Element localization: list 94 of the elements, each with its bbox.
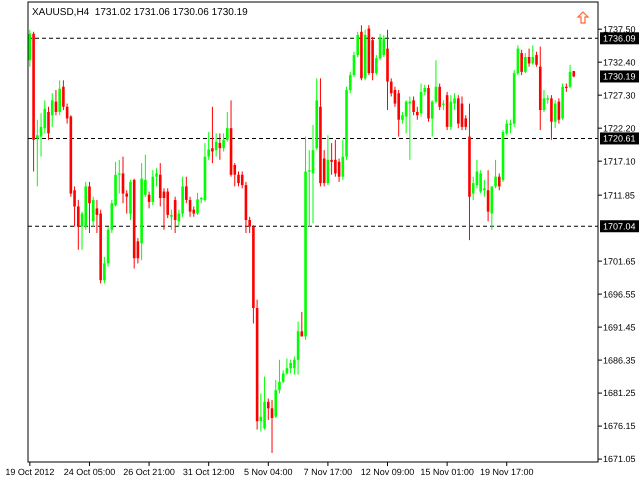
candlestick <box>293 356 296 376</box>
candlestick <box>486 170 490 222</box>
x-tick-label: 26 Oct 21:00 <box>123 467 175 477</box>
candlestick <box>58 80 61 116</box>
candlestick <box>47 106 50 140</box>
candlestick <box>270 399 274 454</box>
candlestick <box>528 48 530 68</box>
candlestick <box>286 358 288 376</box>
ref-line-label: 1720.61 <box>603 134 636 144</box>
x-tick-label: 24 Oct 05:00 <box>64 467 116 477</box>
x-tick-label: 5 Nov 04:00 <box>244 467 293 477</box>
x-tick-label: 19 Oct 2012 <box>5 467 54 477</box>
candlestick <box>442 100 445 111</box>
candlestick <box>558 98 560 124</box>
x-tick-label: 15 Nov 01:00 <box>420 467 474 477</box>
candlestick <box>498 172 501 191</box>
x-tick-label: 31 Oct 12:00 <box>182 467 234 477</box>
candlestick <box>214 132 218 158</box>
candlestick <box>408 96 412 160</box>
candlestick <box>92 196 94 227</box>
candlestick <box>218 132 222 160</box>
y-tick-label: 1722.20 <box>603 123 636 134</box>
y-tick-label: 1727.30 <box>603 90 636 100</box>
candlestick <box>420 83 422 118</box>
text: 1730.19 <box>603 72 636 82</box>
ref-line-label: 1707.04 <box>603 221 636 232</box>
candlestick <box>185 176 188 204</box>
y-tick-label: 1696.55 <box>603 289 636 300</box>
candlestick <box>532 44 534 66</box>
candlestick <box>240 171 244 189</box>
candlestick <box>222 132 225 152</box>
text: XAUUSD,H4 1731.02 1731.06 1730.06 1730.19 <box>32 7 248 18</box>
candlestick <box>260 392 262 432</box>
ref-line-label: 1736.09 <box>603 33 636 44</box>
candlestick <box>520 49 523 76</box>
candlestick <box>568 64 572 89</box>
candlestick <box>378 33 382 61</box>
candlestick <box>312 124 314 224</box>
candlestick <box>308 150 311 227</box>
candlestick <box>330 142 333 176</box>
candlestick <box>430 100 434 138</box>
candlestick <box>248 216 251 234</box>
y-tick-label: 1711.85 <box>603 190 635 200</box>
candlestick <box>494 159 497 189</box>
candlestick <box>524 52 527 74</box>
candlestick <box>148 191 150 209</box>
candlestick <box>266 398 270 420</box>
candlestick <box>158 162 162 207</box>
candlestick <box>174 196 176 234</box>
candlestick <box>554 100 556 129</box>
candlestick <box>535 51 538 68</box>
candlestick <box>43 100 46 134</box>
y-tick-label: 1676.15 <box>603 421 636 432</box>
y-tick-label: 1681.25 <box>603 388 636 398</box>
candlestick <box>375 54 378 76</box>
candlestick <box>196 192 199 216</box>
candlestick <box>326 134 330 186</box>
candlestick <box>289 359 292 374</box>
candlestick <box>479 170 482 194</box>
candlestick <box>278 359 281 394</box>
candlestick <box>178 209 180 227</box>
candlestick <box>438 83 441 111</box>
candlestick <box>338 158 340 182</box>
candlestick <box>50 92 54 128</box>
candlestick <box>300 311 304 337</box>
candlestick <box>334 139 337 178</box>
x-tick-label: 19 Nov 17:00 <box>480 467 534 477</box>
candlestick <box>550 94 553 140</box>
candlestick <box>188 196 192 218</box>
candlestick <box>412 96 415 116</box>
candlestick <box>542 89 546 112</box>
y-tick-label: 1671.05 <box>603 454 636 464</box>
candlestick <box>166 188 170 219</box>
candlestick <box>103 256 106 284</box>
candlestick <box>54 89 58 116</box>
candlestick <box>226 111 229 142</box>
candlestick <box>423 84 426 96</box>
candlestick <box>170 209 173 230</box>
candlestick <box>460 96 464 131</box>
candlestick <box>88 181 91 234</box>
x-tick-label: 12 Nov 09:00 <box>360 467 414 477</box>
y-tick-label: 1732.40 <box>603 57 636 68</box>
candlestick <box>62 80 65 111</box>
candlestick <box>404 100 408 134</box>
candlestick <box>211 106 214 164</box>
y-tick-label: 1717.10 <box>603 156 636 166</box>
candlestick <box>434 60 438 104</box>
y-tick-label: 1691.45 <box>603 322 636 332</box>
x-tick-label: 7 Nov 17:00 <box>304 467 352 477</box>
y-tick-label: 1701.65 <box>603 256 636 266</box>
candlestick <box>76 199 80 250</box>
candlestick <box>382 34 386 58</box>
y-tick-label: 1686.35 <box>603 355 636 366</box>
y-tick-label: 1737.50 <box>603 24 636 34</box>
